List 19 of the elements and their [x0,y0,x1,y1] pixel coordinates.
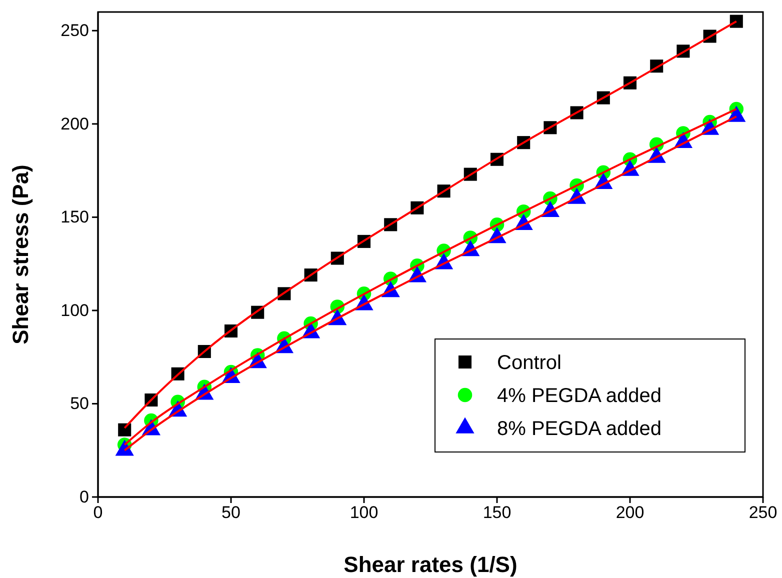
point [730,14,743,28]
y-axis-title: Shear stress (Pa) [8,164,33,344]
point [118,423,132,436]
legend-label: 8% PEGDA added [497,418,662,440]
x-tick-label: 150 [482,503,512,522]
x-tick-label: 100 [350,503,378,522]
legend-label: Control [497,352,562,374]
x-tick-label: 0 [93,503,103,522]
y-tick-label: 0 [80,487,89,506]
legend-label: 4% PEGDA added [497,385,662,407]
y-tick-label: 150 [60,208,89,227]
x-tick-label: 250 [748,503,778,522]
x-tick-label: 200 [616,503,644,522]
y-tick-label: 50 [70,394,89,414]
x-axis-title: Shear rates (1/S) [344,552,518,577]
x-tick-label: 50 [222,503,240,522]
y-tick-label: 100 [60,300,89,320]
y-tick-label: 200 [60,114,89,134]
y-tick-label: 250 [60,21,89,40]
